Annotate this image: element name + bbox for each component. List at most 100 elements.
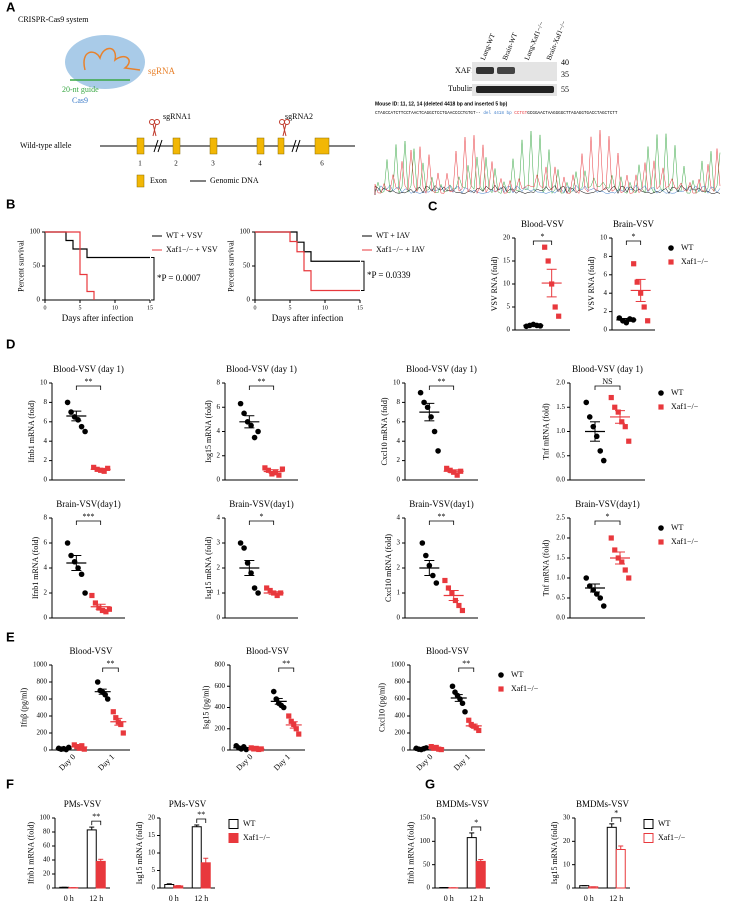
data-point xyxy=(583,575,590,581)
data-point xyxy=(423,552,429,559)
size-marker: 35 xyxy=(561,70,569,79)
significance-label: * xyxy=(632,232,636,241)
legend-label: WT xyxy=(658,819,671,828)
chart-title: BMDMs-VSV xyxy=(576,799,630,809)
blot-row: XAF1 xyxy=(455,66,475,75)
legend-label: Xaf1−/− xyxy=(658,833,686,842)
chart-title: Blood-VSV xyxy=(426,646,470,656)
y-tick-label: 1.5 xyxy=(556,554,565,562)
cas9-shape xyxy=(65,35,145,89)
chart-title: BMDMs-VSV xyxy=(436,799,490,809)
legend-label: Xaf1−/− xyxy=(243,833,271,842)
x-tick-label: 10 xyxy=(112,305,118,311)
data-point xyxy=(459,607,466,614)
chart: 0.0 0.5 1.0 1.5 2.0 2.5 Tnf mRNA (fold) Brain-V… xyxy=(541,499,698,622)
data-point xyxy=(608,535,614,541)
survival-curve xyxy=(255,231,360,292)
y-tick-label: 0 xyxy=(222,746,226,754)
significance-bracket xyxy=(248,520,275,525)
y-axis-label: VSV RNA (fold) xyxy=(490,256,499,311)
y-tick-label: 2 xyxy=(397,456,401,464)
y-tick-label: 1000 xyxy=(33,661,48,669)
x-tick-label: 0 h xyxy=(169,894,179,903)
x-tick-label: 0 xyxy=(44,305,47,311)
y-tick-label: 0 xyxy=(152,884,156,892)
data-point xyxy=(462,708,468,715)
chart: 0 5 10 15 20 VSV RNA (fold) Blood-VSV * xyxy=(490,219,570,334)
data-point xyxy=(279,466,286,472)
data-point xyxy=(89,592,95,599)
p-value: *P = 0.0339 xyxy=(367,270,411,280)
significance-bracket xyxy=(278,667,295,672)
data-point xyxy=(556,313,562,319)
y-tick-label: 20 xyxy=(43,870,51,878)
x-tick-label: 12 h xyxy=(609,894,623,903)
blot-lanes: Lung-WT Brain-WT Lung-Xaf1−/− Brain-Xaf1… xyxy=(479,20,568,62)
significance-bracket xyxy=(102,667,119,672)
y-tick-label: 100 xyxy=(240,228,251,236)
sequence-header: Mouse ID: 11, 12, 14 (deleted 4418 bp an… xyxy=(375,101,508,107)
y-tick-label: 6 xyxy=(397,417,401,425)
significance-label: * xyxy=(474,818,478,827)
data-point xyxy=(92,600,99,606)
blot-band xyxy=(476,67,494,74)
data-point xyxy=(286,713,292,719)
allele-label: Wild-type allele xyxy=(20,141,72,150)
significance-label: ** xyxy=(92,812,100,821)
y-tick-label: 50 xyxy=(243,262,251,270)
y-tick-label: 0 xyxy=(247,296,251,304)
panel-label: G xyxy=(425,776,435,791)
data-point xyxy=(542,244,548,250)
y-tick-label: 400 xyxy=(37,712,48,720)
chart: 0 50 100 Percent survival 0 5 10 15 Days after i… xyxy=(16,228,217,323)
sequence-right: GCGGAACTAAGGGGCTTAGAGGTGACCTAGCTCTT xyxy=(527,111,618,116)
data-point xyxy=(96,605,102,611)
y-tick-label: 10 xyxy=(600,234,608,242)
bar xyxy=(475,860,486,889)
y-tick-label: 2.5 xyxy=(556,514,565,522)
data-point xyxy=(255,428,261,435)
data-point xyxy=(110,709,116,715)
lane-label: Lung-Xaf1−/− xyxy=(523,20,546,61)
data-point xyxy=(78,571,85,578)
y-tick-label: 10 xyxy=(503,280,511,288)
y-tick-label: 8 xyxy=(397,398,401,406)
panel-label: D xyxy=(6,336,15,351)
data-point xyxy=(619,559,625,565)
data-point xyxy=(106,606,113,612)
y-tick-label: 10 xyxy=(40,379,48,387)
y-tick-label: 60 xyxy=(43,842,51,850)
bar xyxy=(86,829,97,889)
legend-swatch xyxy=(643,833,654,843)
data-point xyxy=(421,399,427,406)
data-point xyxy=(99,607,106,614)
y-tick-label: 0.5 xyxy=(556,451,565,459)
data-point xyxy=(417,389,424,396)
data-point xyxy=(82,428,88,435)
data-point xyxy=(449,590,455,596)
y-tick-label: 1.0 xyxy=(556,574,565,582)
lane-label: Brain-Xaf1−/− xyxy=(545,20,568,62)
exon-number: 2 xyxy=(174,160,178,168)
size-marker: 55 xyxy=(561,85,569,94)
y-axis-label: Ifnβ (pg/ml) xyxy=(20,687,29,727)
survival-curve xyxy=(45,231,95,300)
sgrna-label: sgRNA xyxy=(148,66,176,76)
y-tick-label: 4 xyxy=(397,514,401,522)
guide-label: 20-nt guide xyxy=(62,85,99,94)
data-point xyxy=(272,470,279,476)
y-tick-label: 5 xyxy=(152,866,156,874)
exon-number: 6 xyxy=(320,160,324,168)
x-tick-label: 10 xyxy=(322,305,328,311)
chart-title: PMs-VSV xyxy=(64,799,102,809)
exons xyxy=(136,137,330,155)
legend-swatch xyxy=(643,819,654,829)
panel-label: C xyxy=(428,198,438,213)
chart: 0 50 100 Percent survival 0 5 10 15 Days after i… xyxy=(226,228,425,323)
diagram-title: CRISPR-Cas9 system xyxy=(18,15,89,24)
significance-bracket xyxy=(532,240,553,245)
significance-bracket xyxy=(91,820,102,826)
data-point xyxy=(444,465,450,471)
cas9-label: Cas9 xyxy=(72,96,88,105)
y-axis-label: Isg15 mRNA (fold) xyxy=(550,821,559,884)
